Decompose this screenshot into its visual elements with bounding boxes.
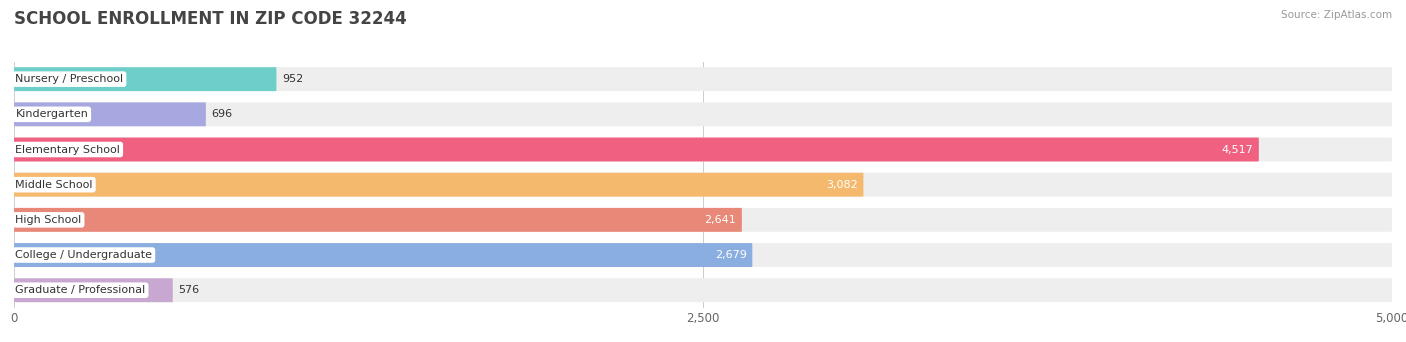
FancyBboxPatch shape <box>14 173 1392 197</box>
Text: 4,517: 4,517 <box>1222 145 1253 155</box>
Text: SCHOOL ENROLLMENT IN ZIP CODE 32244: SCHOOL ENROLLMENT IN ZIP CODE 32244 <box>14 10 406 28</box>
FancyBboxPatch shape <box>14 67 1392 91</box>
Text: 3,082: 3,082 <box>827 180 858 190</box>
Text: 2,641: 2,641 <box>704 215 737 225</box>
FancyBboxPatch shape <box>14 173 863 197</box>
Text: High School: High School <box>15 215 82 225</box>
Text: Graduate / Professional: Graduate / Professional <box>15 285 146 295</box>
FancyBboxPatch shape <box>14 208 742 232</box>
FancyBboxPatch shape <box>14 243 1392 267</box>
FancyBboxPatch shape <box>14 278 1392 302</box>
FancyBboxPatch shape <box>14 102 205 126</box>
Text: Source: ZipAtlas.com: Source: ZipAtlas.com <box>1281 10 1392 20</box>
Text: Kindergarten: Kindergarten <box>15 109 89 119</box>
Text: Elementary School: Elementary School <box>15 145 121 155</box>
Text: College / Undergraduate: College / Undergraduate <box>15 250 152 260</box>
Text: 696: 696 <box>211 109 232 119</box>
FancyBboxPatch shape <box>14 67 277 91</box>
Text: Middle School: Middle School <box>15 180 93 190</box>
FancyBboxPatch shape <box>14 102 1392 126</box>
Text: Nursery / Preschool: Nursery / Preschool <box>15 74 124 84</box>
FancyBboxPatch shape <box>14 137 1258 161</box>
Text: 576: 576 <box>179 285 200 295</box>
FancyBboxPatch shape <box>14 137 1392 161</box>
FancyBboxPatch shape <box>14 208 1392 232</box>
Text: 2,679: 2,679 <box>714 250 747 260</box>
FancyBboxPatch shape <box>14 278 173 302</box>
Text: 952: 952 <box>283 74 304 84</box>
FancyBboxPatch shape <box>14 243 752 267</box>
